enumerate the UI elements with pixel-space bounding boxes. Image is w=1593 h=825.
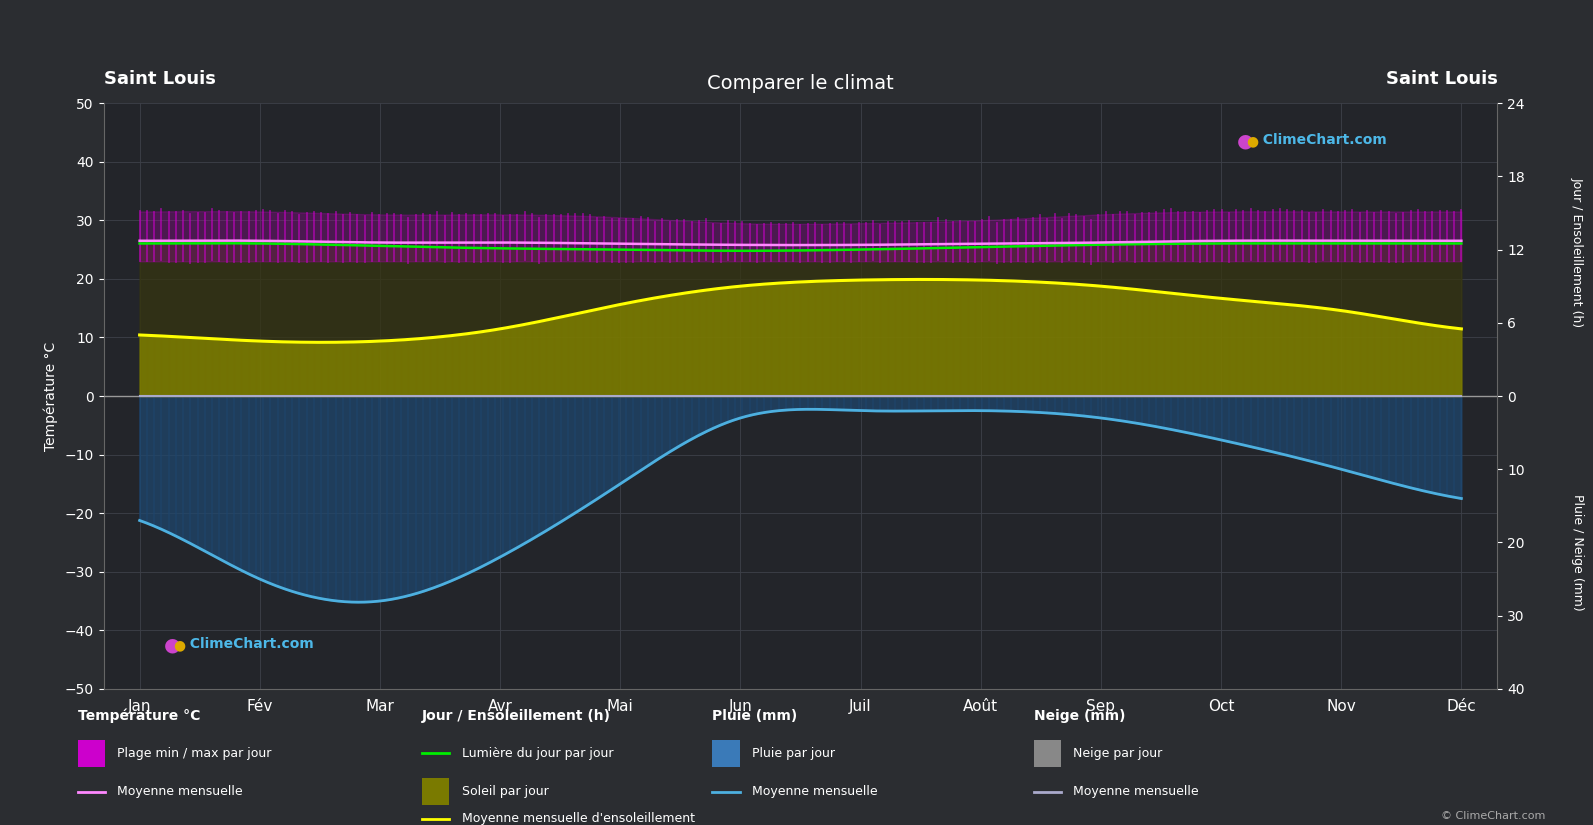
- Text: Moyenne mensuelle: Moyenne mensuelle: [118, 785, 244, 798]
- Text: Pluie (mm): Pluie (mm): [712, 710, 798, 723]
- Text: Lumière du jour par jour: Lumière du jour par jour: [462, 747, 613, 760]
- Bar: [78, 740, 105, 767]
- Text: Soleil par jour: Soleil par jour: [462, 785, 548, 798]
- Text: © ClimeChart.com: © ClimeChart.com: [1440, 811, 1545, 821]
- Bar: [712, 740, 739, 767]
- Text: ClimeChart.com: ClimeChart.com: [1254, 133, 1388, 147]
- Text: Neige (mm): Neige (mm): [1034, 710, 1125, 723]
- Text: Saint Louis: Saint Louis: [1386, 70, 1497, 88]
- Text: ●: ●: [1246, 134, 1258, 148]
- Text: Pluie / Neige (mm): Pluie / Neige (mm): [1571, 494, 1583, 611]
- Text: ●: ●: [1236, 132, 1254, 151]
- Text: Moyenne mensuelle: Moyenne mensuelle: [752, 785, 878, 798]
- Text: Moyenne mensuelle d'ensoleillement: Moyenne mensuelle d'ensoleillement: [462, 813, 695, 825]
- Text: Température °C: Température °C: [78, 709, 201, 724]
- Text: Plage min / max par jour: Plage min / max par jour: [118, 747, 272, 760]
- Text: Saint Louis: Saint Louis: [104, 70, 215, 88]
- Text: Jour / Ensoleillement (h): Jour / Ensoleillement (h): [1571, 177, 1583, 327]
- Text: ●: ●: [164, 635, 180, 654]
- Bar: [1034, 740, 1061, 767]
- Text: Pluie par jour: Pluie par jour: [752, 747, 835, 760]
- Bar: [422, 778, 449, 805]
- Text: ClimeChart.com: ClimeChart.com: [180, 637, 314, 651]
- Text: Neige par jour: Neige par jour: [1074, 747, 1163, 760]
- Title: Comparer le climat: Comparer le climat: [707, 74, 894, 93]
- Text: Moyenne mensuelle: Moyenne mensuelle: [1074, 785, 1200, 798]
- Text: ●: ●: [174, 638, 185, 652]
- Text: Jour / Ensoleillement (h): Jour / Ensoleillement (h): [422, 710, 610, 723]
- Y-axis label: Température °C: Température °C: [43, 342, 57, 450]
